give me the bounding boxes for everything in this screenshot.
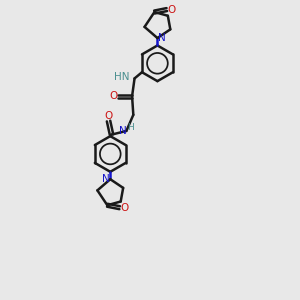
Text: H: H xyxy=(128,124,134,133)
Text: O: O xyxy=(167,4,176,15)
Text: N: N xyxy=(119,126,127,136)
Text: N: N xyxy=(102,174,110,184)
Text: HN: HN xyxy=(114,72,129,82)
Text: O: O xyxy=(120,203,128,213)
Text: O: O xyxy=(110,91,118,101)
Text: O: O xyxy=(104,111,112,121)
Text: N: N xyxy=(158,33,166,43)
